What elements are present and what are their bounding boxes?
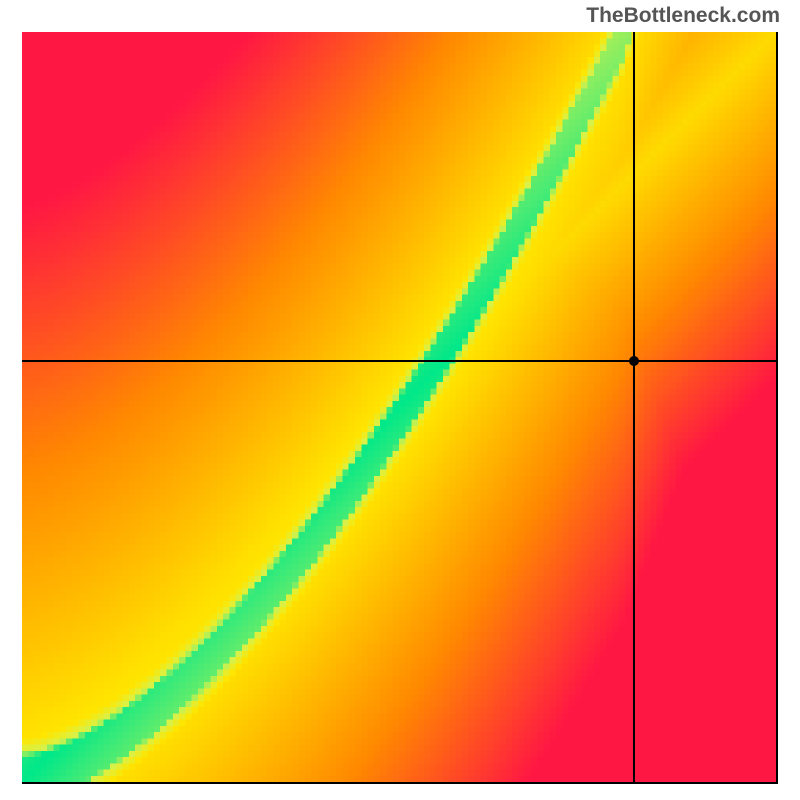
watermark-text: TheBottleneck.com [586,4,780,28]
crosshair-vertical [633,32,635,784]
crosshair-horizontal [22,360,778,362]
heatmap-plot [22,32,778,784]
chart-container: TheBottleneck.com [0,0,800,800]
crosshair-marker [629,356,639,366]
heatmap-canvas [22,32,776,782]
